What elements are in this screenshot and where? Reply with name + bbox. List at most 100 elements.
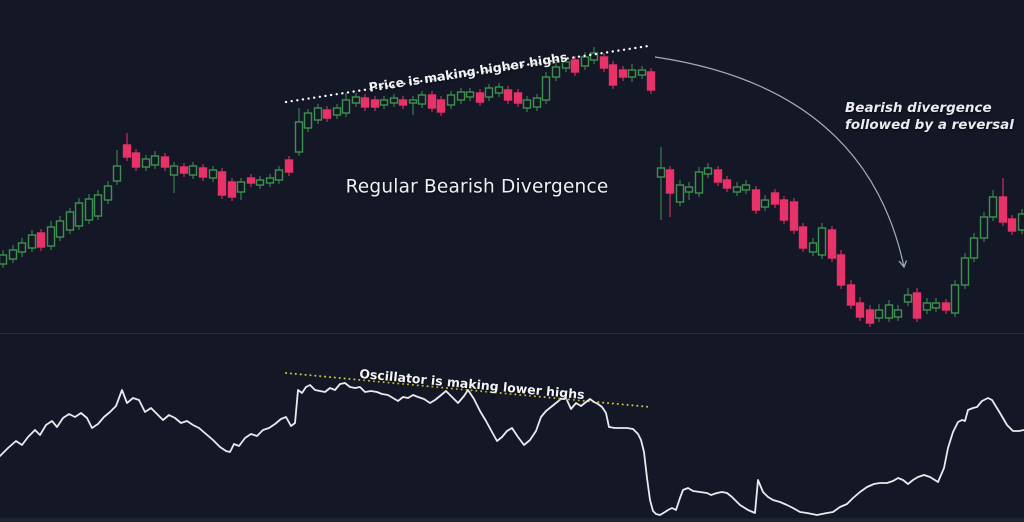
candle-up — [808, 242, 818, 253]
candle-down — [751, 189, 761, 211]
candle-up — [274, 169, 284, 181]
candle-up — [931, 302, 941, 309]
candle-down — [646, 71, 656, 91]
candle-up — [684, 186, 694, 193]
candle-up — [551, 66, 561, 78]
candle-down — [608, 64, 618, 86]
candle-down — [618, 69, 628, 78]
candle-down — [503, 89, 513, 101]
candle-up — [760, 199, 770, 208]
candle-up — [675, 184, 685, 203]
candle-up — [656, 167, 666, 178]
candle-up — [0, 254, 8, 265]
candle-down — [475, 92, 485, 103]
candle-down — [1007, 218, 1017, 232]
price-trendline-dotted — [284, 44, 650, 104]
candles-group — [0, 47, 1024, 327]
candle-down — [846, 284, 856, 306]
candle-up — [55, 220, 65, 238]
candle-up — [46, 226, 56, 247]
candle-down — [941, 302, 951, 311]
candle-up — [169, 165, 179, 176]
candle-down — [912, 292, 922, 319]
reversal-annotation-line2: followed by a reversal — [845, 117, 1014, 133]
candle-down — [398, 99, 408, 106]
candle-down — [722, 179, 732, 189]
oscillator-trendline-dotted — [285, 372, 651, 408]
candle-down — [779, 199, 789, 221]
candle-down — [436, 99, 446, 113]
candle-down — [855, 302, 865, 318]
candle-up — [103, 185, 113, 201]
candle-up — [112, 165, 122, 182]
candle-down — [122, 144, 132, 158]
candle-up — [313, 107, 323, 121]
candle-down — [827, 229, 837, 259]
candle-down — [665, 169, 675, 194]
candle-up — [979, 216, 989, 239]
candle-up — [408, 99, 418, 104]
candle-down — [227, 181, 237, 198]
candle-up — [741, 184, 751, 191]
candle-up — [484, 87, 494, 98]
candle-down — [427, 94, 437, 109]
candle-up — [561, 61, 571, 69]
candle-up — [65, 211, 75, 231]
candle-down — [322, 109, 332, 119]
candle-up — [255, 179, 265, 186]
candle-up — [541, 76, 551, 101]
candle-down — [160, 156, 170, 168]
candle-down — [198, 167, 208, 178]
candle-up — [208, 169, 218, 179]
candle-up — [236, 181, 246, 193]
candle-down — [179, 166, 189, 174]
candle-up — [93, 194, 103, 217]
candle-up — [188, 165, 198, 176]
candle-up — [703, 167, 713, 175]
candle-up — [332, 107, 342, 116]
candle-up — [379, 99, 389, 106]
candle-down — [246, 177, 256, 184]
candle-up — [694, 171, 704, 194]
candle-up — [150, 155, 160, 166]
candle-up — [1017, 213, 1024, 231]
candle-up — [960, 257, 970, 286]
candle-up — [27, 234, 37, 249]
reversal-annotation-line1: Bearish divergence — [845, 100, 992, 116]
candle-up — [294, 121, 304, 153]
candle-down — [713, 169, 723, 183]
candle-down — [513, 92, 523, 104]
candle-down — [998, 196, 1008, 223]
candle-down — [360, 97, 370, 108]
candle-up — [351, 96, 361, 104]
candle-up — [522, 99, 532, 109]
reversal-arrow-curve — [654, 56, 905, 268]
candle-up — [84, 198, 94, 221]
candle-down — [836, 254, 846, 286]
candle-up — [580, 56, 590, 67]
candle-down — [789, 201, 799, 231]
candle-up — [341, 99, 351, 114]
candle-down — [865, 309, 875, 324]
candle-up — [969, 237, 979, 259]
candle-up — [874, 309, 884, 319]
candle-up — [950, 284, 960, 314]
candle-down — [131, 152, 141, 168]
candle-up — [988, 196, 998, 218]
candle-up — [17, 242, 27, 253]
candle-up — [74, 202, 84, 227]
candle-up — [465, 91, 475, 98]
candle-down — [217, 171, 227, 196]
candle-up — [417, 94, 427, 105]
candle-up — [922, 302, 932, 311]
candle-up — [637, 69, 647, 76]
candle-up — [265, 177, 275, 184]
bottom-strip — [0, 518, 1024, 522]
candle-up — [903, 294, 913, 303]
candle-up — [141, 158, 151, 168]
candle-down — [284, 159, 294, 173]
candle-down — [570, 59, 580, 73]
